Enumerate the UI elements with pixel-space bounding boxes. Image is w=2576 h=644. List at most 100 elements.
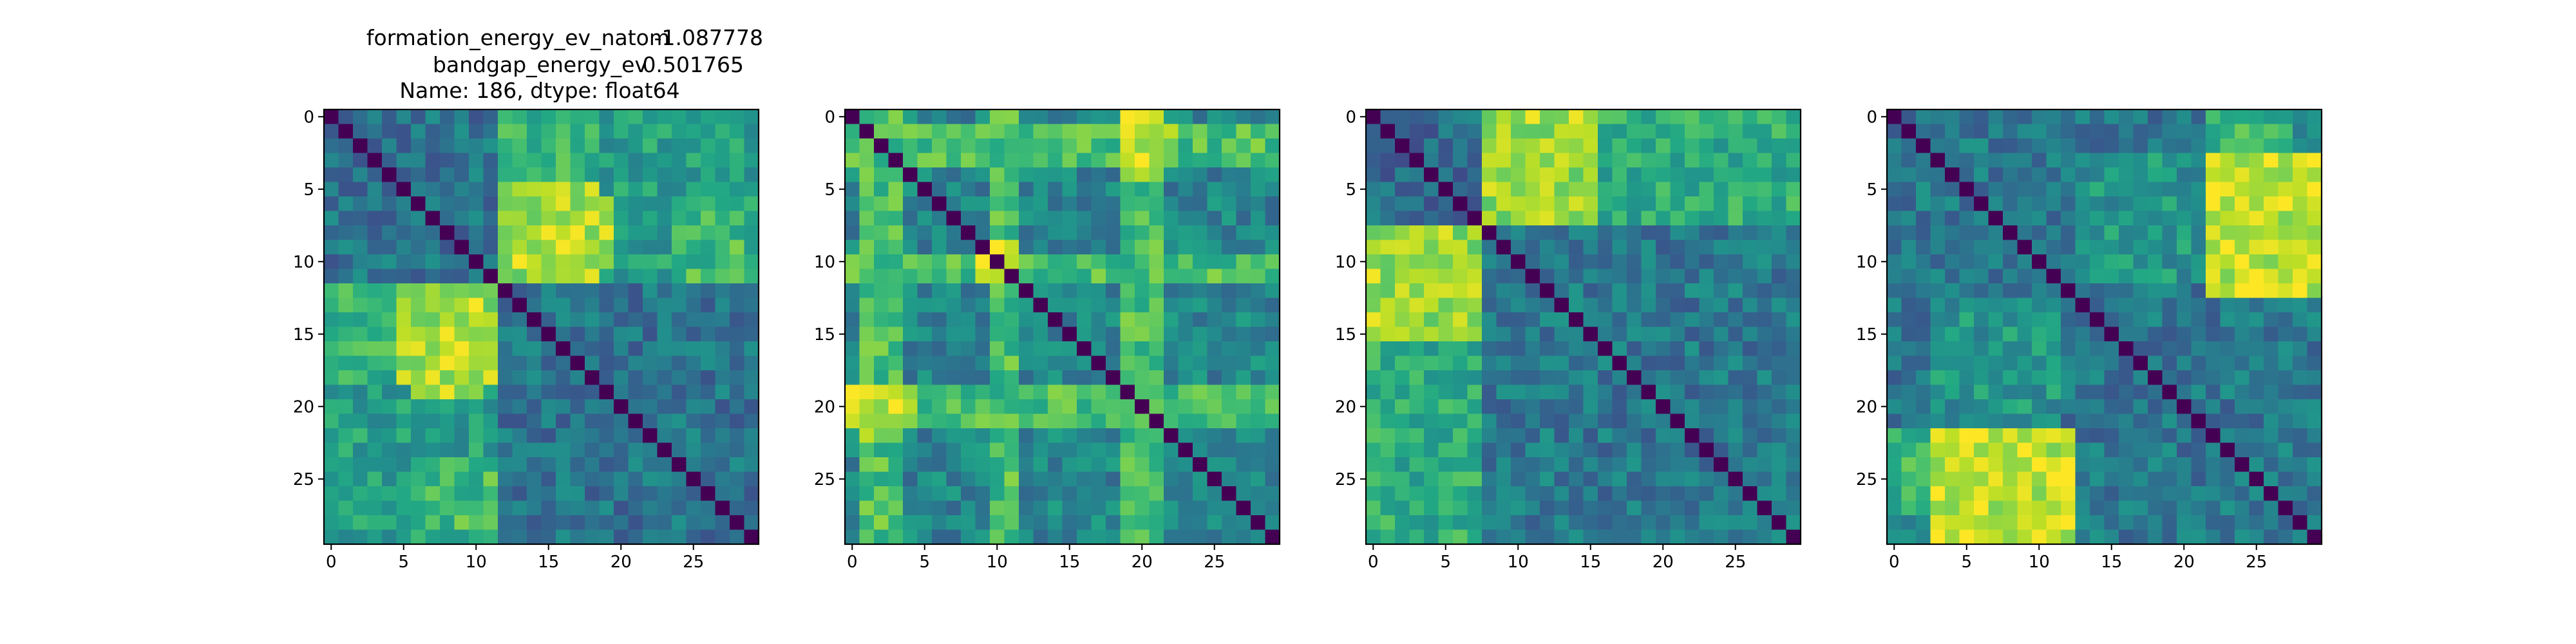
heatmap-cell xyxy=(1265,124,1280,139)
heatmap-cell xyxy=(874,312,889,328)
heatmap-cell xyxy=(1598,254,1613,270)
heatmap-cell xyxy=(1193,384,1208,400)
heatmap-cell xyxy=(614,486,629,502)
heatmap-cell xyxy=(1482,240,1497,255)
heatmap-cell xyxy=(1077,312,1092,328)
heatmap-cell xyxy=(686,341,701,357)
heatmap-cell xyxy=(2133,529,2148,545)
heatmap-cell xyxy=(440,153,455,168)
heatmap-cell xyxy=(2061,471,2076,487)
heatmap-cell xyxy=(2061,196,2076,212)
heatmap-cell xyxy=(1193,428,1208,444)
heatmap-cell xyxy=(1366,225,1381,241)
heatmap-cell xyxy=(1901,529,1917,545)
heatmap-cell xyxy=(744,240,759,255)
heatmap-cell xyxy=(1627,384,1642,400)
heatmap-cell xyxy=(1757,211,1772,226)
heatmap-cell xyxy=(1091,240,1106,255)
heatmap-cell xyxy=(483,355,498,371)
heatmap-cell xyxy=(2264,182,2279,197)
heatmap-cell xyxy=(1554,370,1569,386)
heatmap-cell xyxy=(353,500,368,516)
heatmap-cell xyxy=(628,240,643,255)
heatmap-cell xyxy=(1685,428,1700,444)
heatmap-cell xyxy=(744,211,759,226)
heatmap-cell xyxy=(2032,196,2047,212)
heatmap-cell xyxy=(1583,428,1598,444)
heatmap-cell xyxy=(1699,298,1714,313)
heatmap-cell xyxy=(975,515,990,531)
heatmap-cell xyxy=(990,211,1005,226)
heatmap-cell xyxy=(2307,225,2322,241)
heatmap-cell xyxy=(1482,153,1497,168)
panel-title: formation_energy_ev_natom -1.087778 band… xyxy=(366,25,763,103)
heatmap-cell xyxy=(845,413,860,429)
heatmap-cell xyxy=(1453,225,1468,241)
heatmap-cell xyxy=(570,167,585,183)
heatmap-cell xyxy=(2148,196,2163,212)
heatmap-cell xyxy=(570,500,585,516)
heatmap-cell xyxy=(1511,442,1526,458)
heatmap-cell xyxy=(2307,457,2322,473)
heatmap-cell xyxy=(2191,486,2206,502)
heatmap-cell xyxy=(1019,486,1034,502)
heatmap-cell xyxy=(1149,327,1164,342)
heatmap-cell xyxy=(1149,384,1164,400)
heatmap-cell xyxy=(367,167,383,183)
heatmap-cell xyxy=(1525,240,1540,255)
heatmap-cell xyxy=(1004,399,1019,415)
heatmap-cell xyxy=(483,211,498,226)
heatmap-cell xyxy=(1887,153,1902,168)
heatmap-cell xyxy=(1511,500,1526,516)
heatmap-cell xyxy=(1656,471,1671,487)
heatmap-cell xyxy=(1193,500,1208,516)
heatmap-cell xyxy=(1077,153,1092,168)
heatmap-cell xyxy=(1627,515,1642,531)
heatmap-cell xyxy=(483,254,498,270)
heatmap-cell xyxy=(411,442,426,458)
heatmap-cell xyxy=(1149,138,1164,154)
heatmap-cell xyxy=(1453,471,1468,487)
heatmap-cell xyxy=(1728,515,1743,531)
heatmap-cell xyxy=(1236,399,1251,415)
heatmap-cell xyxy=(411,124,426,139)
heatmap-cell xyxy=(672,355,687,371)
heatmap-cell xyxy=(527,182,542,197)
heatmap-cell xyxy=(1236,254,1251,270)
y-tick-label: 25 xyxy=(293,470,314,489)
heatmap-cell xyxy=(1120,413,1135,429)
heatmap-cell xyxy=(1251,529,1266,545)
heatmap-cell xyxy=(614,355,629,371)
heatmap-cell xyxy=(2075,370,2090,386)
heatmap-cell xyxy=(1135,442,1150,458)
heatmap-cell xyxy=(425,442,440,458)
heatmap-cell xyxy=(1091,370,1106,386)
heatmap-cell xyxy=(1482,399,1497,415)
heatmap-cell xyxy=(2264,529,2279,545)
heatmap-cell xyxy=(1959,457,1975,473)
heatmap-cell xyxy=(1627,500,1642,516)
heatmap-cell xyxy=(585,515,600,531)
heatmap-cell xyxy=(932,442,947,458)
heatmap-cell xyxy=(1004,196,1019,212)
heatmap-cell xyxy=(1627,254,1642,270)
heatmap-cell xyxy=(1525,486,1540,502)
heatmap-cell xyxy=(2307,370,2322,386)
heatmap-cell xyxy=(744,442,759,458)
heatmap-cell xyxy=(657,384,672,400)
heatmap-cell xyxy=(1598,153,1613,168)
heatmap-cell xyxy=(1901,355,1917,371)
heatmap-cell xyxy=(715,109,730,125)
heatmap-cell xyxy=(932,486,947,502)
heatmap-cell xyxy=(1641,269,1656,284)
heatmap-cell xyxy=(1366,428,1381,444)
heatmap-cell xyxy=(541,167,556,183)
heatmap-cell xyxy=(932,370,947,386)
heatmap-cell xyxy=(599,109,614,125)
heatmap-cell xyxy=(425,109,440,125)
heatmap-cell xyxy=(1945,225,1960,241)
heatmap-cell xyxy=(1945,298,1960,313)
heatmap-cell xyxy=(903,182,918,197)
heatmap-cell xyxy=(1728,211,1743,226)
heatmap-cell xyxy=(2032,471,2047,487)
